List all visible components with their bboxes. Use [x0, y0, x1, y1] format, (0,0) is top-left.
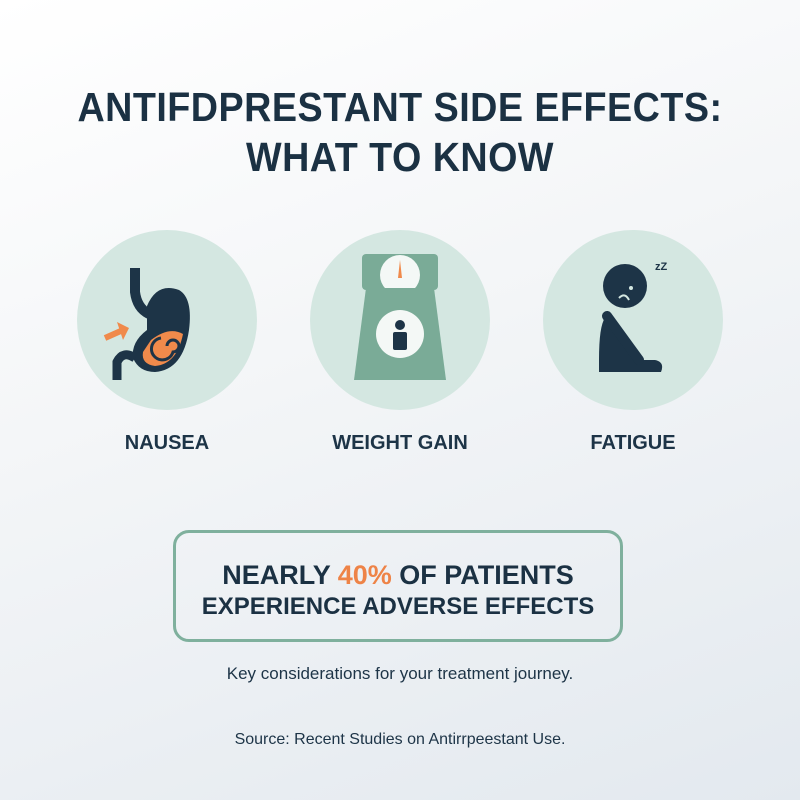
stat-highlight: 40% [337, 560, 392, 590]
effect-label: NAUSEA [124, 432, 210, 454]
tagline: Key considerations for your treatment jo… [226, 664, 574, 683]
scale-icon [354, 254, 446, 380]
stat-line-1: NEARLY 40% OF PATIENTS [222, 560, 574, 590]
effect-label: FATIGUE [590, 432, 676, 454]
source-note: Source: Recent Studies on Antirrpeestant… [234, 731, 566, 748]
tired-person-icon: zZ [599, 261, 668, 372]
icon-circle: zZ FATIGUE [543, 230, 723, 454]
effect-nausea: NAUSEA [77, 230, 257, 454]
icon-circle: WEIGHT GAIN [310, 230, 490, 454]
effect-weight-gain: WEIGHT GAIN [310, 230, 490, 454]
effect-fatigue: zZ FATIGUE [543, 230, 723, 454]
stat-callout: NEARLY 40% OF PATIENTS EXPERIENCE ADVERS… [173, 530, 623, 642]
page-title: ANTIFDPRESTANT SIDE EFFECTS: WHAT TO KNO… [77, 84, 723, 180]
stat-line-2: EXPERIENCE ADVERSE EFFECTS [201, 593, 595, 620]
svg-text:zZ: zZ [655, 261, 668, 273]
effect-label: WEIGHT GAIN [332, 432, 468, 454]
stomach-icon [103, 268, 190, 380]
icon-circle: NAUSEA [77, 230, 257, 454]
